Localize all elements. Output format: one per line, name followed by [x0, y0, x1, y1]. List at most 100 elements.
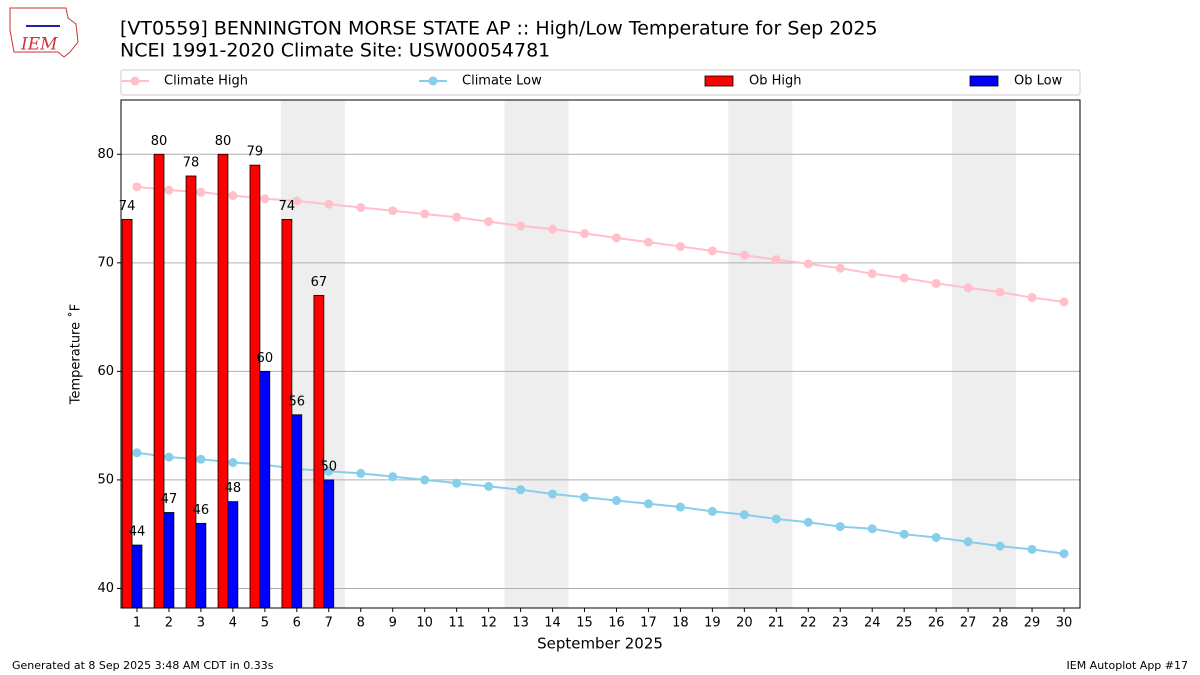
climate-point — [803, 259, 813, 269]
x-tick-label: 7 — [325, 616, 333, 631]
logo: IEM — [9, 7, 79, 58]
y-tick-label: 40 — [97, 581, 114, 596]
legend-label: Ob High — [749, 74, 802, 89]
climate-point — [675, 502, 685, 512]
logo-outline — [9, 7, 79, 58]
data-label: 78 — [183, 155, 200, 170]
climate-point — [516, 221, 526, 231]
x-tick-label: 23 — [832, 616, 849, 631]
x-tick-label: 26 — [928, 616, 945, 631]
legend-swatch — [969, 75, 999, 87]
ob-bar — [291, 414, 303, 609]
climate-point — [420, 475, 430, 485]
x-tick-label: 19 — [704, 616, 721, 631]
climate-point — [260, 194, 270, 204]
climate-point — [707, 506, 717, 516]
legend-marker — [428, 76, 438, 86]
x-tick-label: 4 — [229, 616, 237, 631]
y-tick-label: 60 — [97, 364, 114, 379]
climate-point — [963, 537, 973, 547]
climate-point — [771, 514, 781, 524]
data-label: 74 — [279, 199, 296, 214]
legend-swatch — [704, 75, 734, 87]
x-tick-label: 18 — [672, 616, 689, 631]
x-tick-label: 5 — [261, 616, 269, 631]
legend-label: Ob Low — [1014, 74, 1063, 89]
climate-point — [963, 283, 973, 293]
legend-box — [120, 69, 1081, 96]
climate-point — [739, 250, 749, 260]
x-tick-label: 8 — [357, 616, 365, 631]
x-tick-label: 21 — [768, 616, 785, 631]
data-label: 47 — [161, 492, 178, 507]
climate-point — [196, 187, 206, 197]
climate-point — [611, 233, 621, 243]
chart-subtitle: NCEI 1991-2020 Climate Site: USW00054781 — [120, 40, 550, 62]
data-label: 60 — [257, 351, 274, 366]
x-axis-label: September 2025 — [537, 635, 663, 653]
ob-bar — [227, 501, 239, 609]
climate-point — [1059, 297, 1069, 307]
data-label: 44 — [129, 525, 146, 540]
x-tick-label: 15 — [576, 616, 593, 631]
data-label: 48 — [225, 481, 242, 496]
weekend-shade — [504, 100, 569, 608]
climate-point — [516, 485, 526, 495]
climate-point — [228, 458, 238, 468]
climate-point — [196, 454, 206, 464]
climate-point — [356, 202, 366, 212]
data-label: 80 — [215, 134, 232, 149]
x-tick-label: 29 — [1024, 616, 1041, 631]
climate-point — [931, 278, 941, 288]
data-label: 79 — [247, 145, 264, 160]
x-tick-label: 10 — [416, 616, 433, 631]
climate-point — [899, 529, 909, 539]
climate-point — [995, 541, 1005, 551]
weekend-shade — [952, 100, 1017, 608]
climate-point — [1027, 544, 1037, 554]
footer-left: Generated at 8 Sep 2025 3:48 AM CDT in 0… — [12, 659, 274, 672]
data-label: 46 — [193, 503, 210, 518]
y-tick-label: 70 — [97, 255, 114, 270]
x-tick-label: 9 — [389, 616, 397, 631]
data-label: 80 — [151, 134, 168, 149]
ob-bar — [185, 175, 197, 609]
chart-title: [VT0559] BENNINGTON MORSE STATE AP :: Hi… — [120, 18, 878, 40]
data-label: 56 — [289, 394, 306, 409]
ob-bar — [259, 370, 271, 609]
climate-point — [739, 510, 749, 520]
climate-point — [548, 224, 558, 234]
climate-point — [835, 522, 845, 532]
climate-point — [867, 524, 877, 534]
ob-bar — [163, 512, 175, 609]
y-tick-label: 80 — [97, 147, 114, 162]
x-tick-label: 28 — [992, 616, 1009, 631]
weekend-shade — [728, 100, 793, 608]
climate-point — [452, 478, 462, 488]
x-tick-label: 30 — [1056, 616, 1073, 631]
climate-point — [292, 196, 302, 206]
climate-point — [580, 229, 590, 239]
climate-point — [931, 532, 941, 542]
climate-point — [1059, 549, 1069, 559]
footer-right: IEM Autoplot App #17 — [1067, 659, 1189, 672]
x-tick-label: 20 — [736, 616, 753, 631]
climate-point — [707, 246, 717, 256]
data-label: 74 — [119, 199, 136, 214]
climate-point — [771, 255, 781, 265]
x-tick-label: 16 — [608, 616, 625, 631]
x-tick-label: 1 — [133, 616, 141, 631]
climate-point — [1027, 293, 1037, 303]
y-axis-label: Temperature ˚F — [68, 304, 84, 405]
plot-area — [121, 100, 1080, 609]
climate-point — [388, 472, 398, 482]
ob-bar — [323, 479, 335, 609]
climate-point — [643, 237, 653, 247]
ob-bar — [217, 153, 229, 609]
climate-line — [136, 451, 1065, 555]
climate-point — [356, 468, 366, 478]
climate-point — [548, 489, 558, 499]
ob-bar — [313, 294, 325, 609]
ob-bar — [131, 544, 143, 609]
